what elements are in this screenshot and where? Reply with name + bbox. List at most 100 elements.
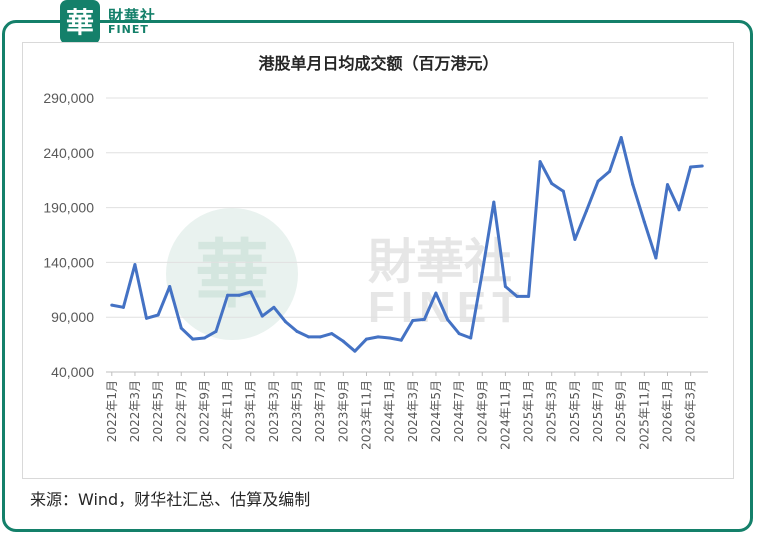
data-point <box>249 290 253 294</box>
finet-logo-icon: 華 <box>60 0 100 44</box>
data-point <box>283 320 287 324</box>
chart-area <box>22 42 734 479</box>
x-tick-label: 2023年7月 <box>313 380 327 442</box>
data-point <box>260 314 264 318</box>
watermark-badge-icon <box>166 208 298 340</box>
x-tick-label: 2024年11月 <box>498 380 512 450</box>
x-tick-label: 2024年9月 <box>475 380 489 442</box>
data-point <box>422 317 426 321</box>
data-point <box>677 208 681 212</box>
x-tick-label: 2024年5月 <box>429 380 443 442</box>
data-point <box>110 303 114 307</box>
x-axis-labels: 2022年1月 2022年3月 2022年5月 2022年7月 2022年9月 2022年… <box>105 372 698 450</box>
data-point <box>388 336 392 340</box>
data-point <box>665 183 669 187</box>
data-point <box>214 329 218 333</box>
data-point <box>376 335 380 339</box>
x-tick-label: 2022年5月 <box>151 380 165 442</box>
data-point <box>191 337 195 341</box>
data-point <box>503 285 507 289</box>
data-point <box>179 326 183 330</box>
y-axis-labels: 40,000 90,000 140,000 190,000 240,000 290,000 <box>43 90 94 380</box>
x-tick-label: 2024年3月 <box>406 380 420 442</box>
x-tick-label: 2023年3月 <box>267 380 281 442</box>
data-point <box>561 189 565 193</box>
data-point <box>492 200 496 204</box>
x-tick-label: 2025年9月 <box>614 380 628 442</box>
data-point <box>550 181 554 185</box>
data-point <box>480 270 484 274</box>
data-point <box>307 335 311 339</box>
data-point <box>654 256 658 260</box>
data-point <box>237 293 241 297</box>
x-tick-label: 2024年7月 <box>452 380 466 442</box>
data-point <box>457 332 461 336</box>
y-tick-label: 90,000 <box>51 309 94 325</box>
data-point <box>145 316 149 320</box>
x-tick-label: 2022年1月 <box>105 380 119 442</box>
data-point <box>538 160 542 164</box>
data-point <box>330 332 334 336</box>
x-tick-label: 2026年1月 <box>660 380 674 442</box>
logo-mark-glyph: 華 <box>66 6 94 39</box>
logo-wordmark: 財華社 FINET <box>108 8 156 36</box>
data-point <box>619 135 623 139</box>
logo-name-en: FINET <box>108 23 149 36</box>
data-point <box>226 293 230 297</box>
y-tick-label: 140,000 <box>43 254 94 270</box>
chart-title: 港股单月日均成交额（百万港元） <box>258 54 499 73</box>
x-tick-label: 2022年3月 <box>128 380 142 442</box>
x-tick-label: 2025年7月 <box>591 380 605 442</box>
x-tick-label: 2022年11月 <box>221 380 235 450</box>
x-tick-label: 2022年9月 <box>197 380 211 442</box>
x-tick-label: 2023年11月 <box>359 380 373 450</box>
y-tick-label: 40,000 <box>51 364 94 380</box>
data-point <box>642 220 646 224</box>
data-point <box>700 164 704 168</box>
data-point <box>631 183 635 187</box>
data-point <box>584 209 588 213</box>
series-line <box>111 136 703 353</box>
x-tick-label: 2026年3月 <box>684 380 698 442</box>
x-tick-label: 2023年1月 <box>244 380 258 442</box>
y-tick-label: 240,000 <box>43 145 94 161</box>
data-point <box>353 349 357 353</box>
x-tick-label: 2024年1月 <box>383 380 397 442</box>
data-point <box>168 285 172 289</box>
x-tick-label: 2025年5月 <box>568 380 582 442</box>
logo-name-cn: 財華社 <box>108 7 157 25</box>
data-point <box>341 339 345 343</box>
data-point <box>469 336 473 340</box>
data-point <box>318 335 322 339</box>
data-point <box>202 336 206 340</box>
grid-lines <box>106 97 708 373</box>
data-point <box>515 294 519 298</box>
x-tick-label: 2023年9月 <box>336 380 350 442</box>
source-note: 来源：Wind，财华社汇总、估算及编制 <box>30 490 311 509</box>
y-tick-label: 290,000 <box>43 90 94 106</box>
x-tick-label: 2025年1月 <box>522 380 536 442</box>
data-point <box>133 263 137 267</box>
data-point <box>156 313 160 317</box>
data-point <box>295 329 299 333</box>
x-tick-label: 2023年5月 <box>290 380 304 442</box>
data-point <box>272 305 276 309</box>
data-point <box>434 291 438 295</box>
data-point <box>411 318 415 322</box>
x-tick-label: 2025年3月 <box>545 380 559 442</box>
y-tick-label: 190,000 <box>43 200 94 216</box>
data-point <box>399 338 403 342</box>
series-points <box>110 135 704 353</box>
x-tick-label: 2022年7月 <box>174 380 188 442</box>
x-tick-label: 2025年11月 <box>637 380 651 450</box>
data-point <box>121 305 125 309</box>
data-point <box>364 337 368 341</box>
data-point <box>446 317 450 321</box>
data-point <box>527 294 531 298</box>
data-point <box>596 179 600 183</box>
data-point <box>689 165 693 169</box>
data-point <box>608 169 612 173</box>
data-point <box>573 237 577 241</box>
watermark-text-en: FINET <box>368 283 525 332</box>
